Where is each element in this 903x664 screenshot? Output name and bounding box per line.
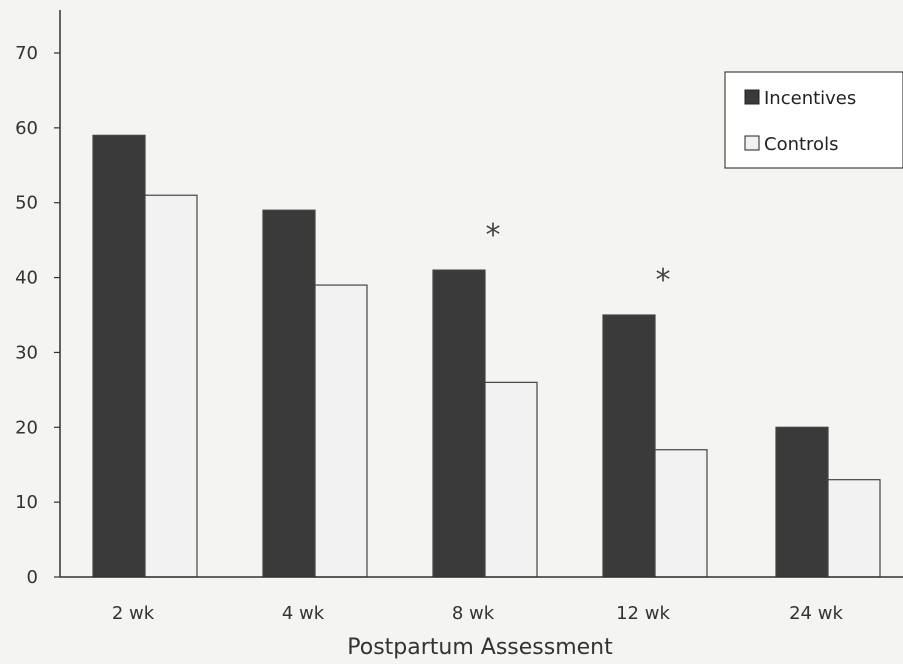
x-tick-label: 24 wk [789, 603, 843, 624]
y-tick-label: 20 [15, 417, 38, 438]
y-tick-label: 50 [15, 193, 38, 214]
legend-label-controls: Controls [764, 134, 838, 155]
bar-controls-12wk [654, 449, 708, 578]
bar-controls-8wk [484, 381, 538, 578]
legend-swatch-controls [744, 135, 760, 151]
x-axis-ticks: 2 wk 4 wk 8 wk 12 wk 24 wk [112, 603, 844, 624]
x-tick-label: 12 wk [616, 603, 670, 624]
y-tick-label: 40 [15, 268, 38, 289]
legend-swatch-incentives [744, 89, 760, 105]
x-tick-label: 4 wk [282, 603, 325, 624]
significance-asterisk: * [656, 263, 671, 298]
y-tick-label: 30 [15, 342, 38, 363]
bar-incentives-24wk [775, 426, 829, 578]
bars [92, 134, 881, 578]
significance-asterisk: * [486, 218, 501, 253]
y-tick-label: 10 [15, 492, 38, 513]
bar-incentives-12wk [602, 314, 656, 578]
x-tick-label: 2 wk [112, 603, 155, 624]
bar-incentives-4wk [262, 209, 316, 578]
bar-incentives-8wk [432, 269, 486, 578]
bar-controls-24wk [827, 479, 881, 578]
bar-incentives-2wk [92, 134, 146, 578]
y-tick-label: 70 [15, 43, 38, 64]
bar-controls-4wk [314, 284, 368, 578]
y-axis-ticks: 0 10 20 30 40 50 60 70 [15, 43, 60, 588]
bar-controls-2wk [144, 194, 198, 578]
annotations: ** [486, 218, 671, 298]
x-axis-title: Postpartum Assessment [347, 635, 613, 660]
y-tick-label: 60 [15, 118, 38, 139]
legend: Incentives Controls [724, 71, 903, 169]
legend-label-incentives: Incentives [764, 88, 856, 109]
x-tick-label: 8 wk [452, 603, 495, 624]
y-tick-label: 0 [27, 567, 38, 588]
legend-box [724, 71, 903, 169]
